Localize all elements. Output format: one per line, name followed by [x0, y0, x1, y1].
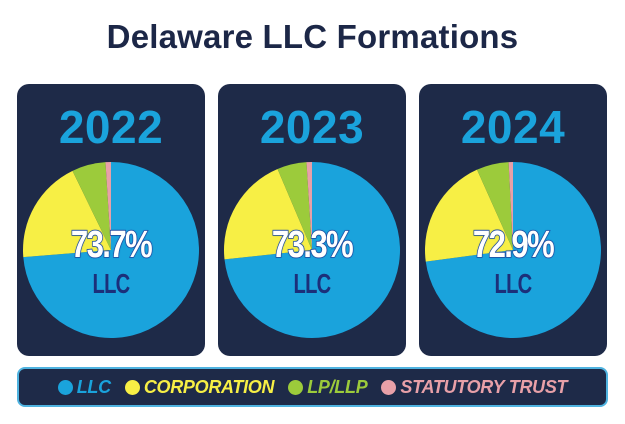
pie-slice-statutory-trust: [508, 162, 513, 250]
llc-label: LLC: [293, 268, 331, 299]
legend-label: LLC: [76, 376, 111, 397]
legend-label: CORPORATION: [143, 376, 275, 397]
year-label: 2024: [460, 101, 566, 153]
pie-slice-statutory-trust: [105, 162, 111, 250]
pie-slice-lp-llp: [477, 162, 513, 250]
llc-percentage: 72.9%: [472, 223, 555, 267]
llc-swatch-icon: [57, 379, 73, 395]
pie-slice-corporation: [224, 169, 312, 260]
pie-chart-2023: [224, 162, 400, 338]
pie-chart-2024: [425, 162, 601, 338]
legend-label: STATUTORY TRUST: [400, 376, 568, 397]
year-card-2023: 2023 73.3% LLC: [218, 84, 406, 356]
llc-percentage: 73.3%: [271, 223, 354, 267]
pie-slice-llc: [224, 162, 400, 338]
pie-slice-llc: [23, 162, 200, 338]
llc-label: LLC: [494, 268, 532, 299]
pie-slice-corporation: [23, 170, 111, 258]
pie-slice-statutory-trust: [306, 162, 312, 250]
legend-item-lp-llp: LP/LLP: [288, 376, 368, 398]
legend-item-corporation: CORPORATION: [124, 376, 275, 398]
pie-slice-corporation: [425, 169, 513, 262]
legend: LLC CORPORATION LP/LLP STATUTORY TRUST: [17, 367, 608, 407]
statutory-trust-swatch-icon: [381, 379, 397, 395]
legend-item-llc: LLC: [57, 376, 111, 398]
pie-chart-2022: [23, 162, 200, 338]
year-card-2024: 2024 72.9% LLC: [419, 84, 607, 356]
chart-title: Delaware LLC Formations: [106, 18, 519, 55]
pie-slice-lp-llp: [277, 162, 312, 250]
year-card-2022: 2022 73.7% LLC: [17, 84, 205, 356]
year-label: 2022: [58, 101, 164, 153]
year-label: 2023: [259, 101, 365, 153]
corporation-swatch-icon: [124, 379, 140, 395]
legend-label: LP/LLP: [307, 376, 368, 397]
pie-slice-lp-llp: [72, 162, 111, 250]
legend-item-statutory-trust: STATUTORY TRUST: [381, 376, 568, 398]
llc-percentage: 73.7%: [70, 223, 153, 267]
lp-llp-swatch-icon: [288, 379, 304, 395]
llc-label: LLC: [92, 268, 130, 299]
pie-slice-llc: [425, 162, 601, 338]
